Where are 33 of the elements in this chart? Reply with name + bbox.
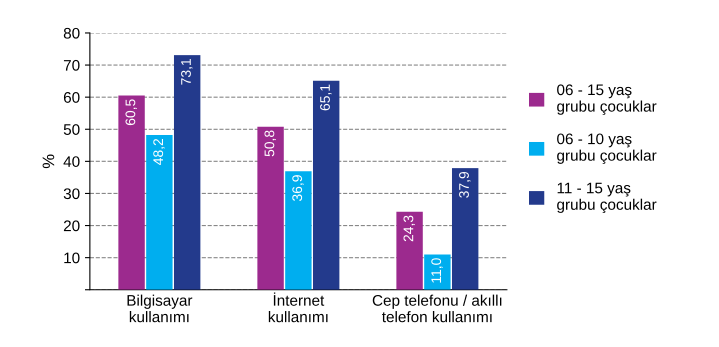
legend-label: 06 - 10 yaş grubu çocuklar [557,133,656,164]
bar [396,212,423,290]
legend-label: 11 - 15 yaş grubu çocuklar [557,182,656,213]
data-label: 65,1 [320,84,332,110]
bar [118,96,145,290]
bar [257,126,284,290]
x-tick-label: Bilgisayar kullanımı [128,294,192,322]
x-tick-label: Cep telefonu / akıllı telefon kullanımı [372,294,502,322]
legend-label: 06 - 15 yaş grubu çocuklar [557,84,656,115]
bar [312,80,340,290]
y-tick-label: 40 [64,156,80,168]
bar [146,135,173,290]
data-label: 73,1 [181,58,193,85]
y-axis-title: % [42,154,54,168]
data-label: 36,9 [292,175,304,202]
bar [424,254,451,290]
data-label: 24,3 [403,216,415,242]
y-tick-label: 60 [64,92,80,103]
y-tick-label: 50 [64,124,80,135]
bar [452,168,478,290]
x-tick-label: İnternet kullanımı [268,292,328,322]
bar [174,55,200,290]
y-tick-label: 20 [64,220,80,232]
data-label: 11,0 [431,258,443,283]
bar [285,171,312,290]
y-tick-label: 80 [64,28,80,39]
data-label: 48,2 [153,138,165,165]
data-label: 60,5 [125,99,137,126]
y-tick-label: 70 [64,60,80,71]
y-tick-label: 30 [64,188,80,200]
data-label: 50,8 [264,130,276,156]
y-tick-label: 10 [64,252,80,264]
data-label: 37,9 [459,172,471,198]
